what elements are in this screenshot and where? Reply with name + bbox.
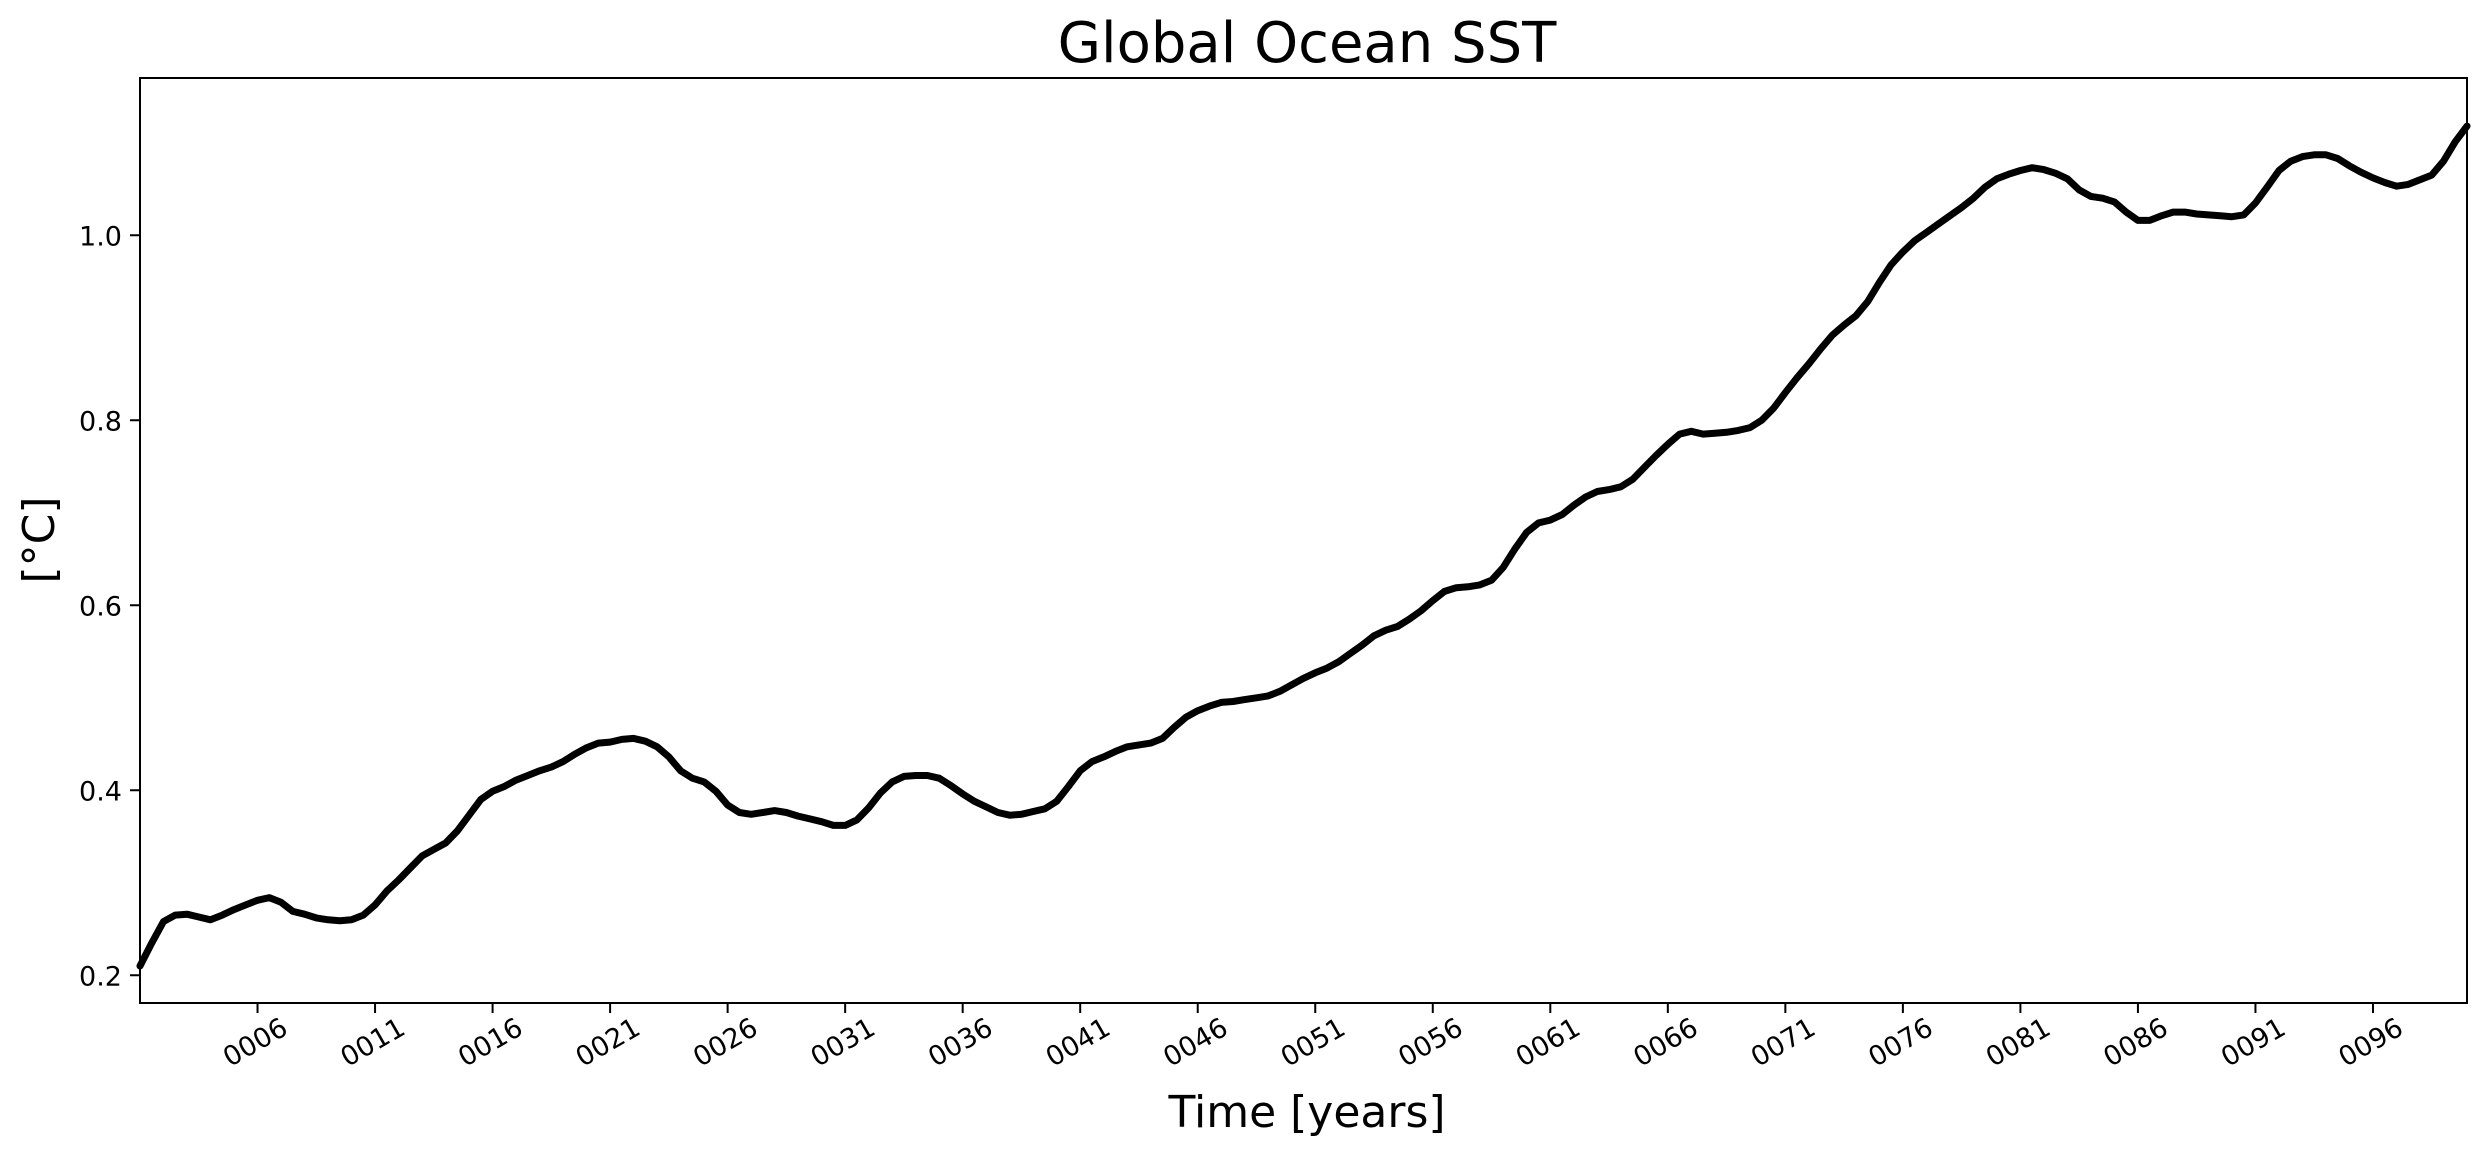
y-tick-label: 0.8 xyxy=(79,406,122,437)
axis-ticks: 0006 0011 0016 0021 0026 0031 0036 0041 0046 0051… xyxy=(79,221,2408,1073)
y-tick-label: 0.2 xyxy=(79,961,122,992)
x-tick-label: 0086 xyxy=(2098,1012,2173,1073)
x-tick-label: 0026 xyxy=(688,1012,763,1073)
x-tick-label: 0081 xyxy=(1981,1012,2056,1073)
x-tick-label: 0036 xyxy=(923,1012,998,1073)
x-tick-label: 0016 xyxy=(453,1012,528,1073)
x-tick-label: 0076 xyxy=(1863,1012,1938,1073)
x-tick-label: 0071 xyxy=(1746,1012,1821,1073)
series-line xyxy=(136,122,2471,970)
x-tick-label: 0096 xyxy=(2333,1012,2408,1073)
x-tick-label: 0021 xyxy=(571,1012,646,1073)
x-tick-label: 0046 xyxy=(1158,1012,1233,1073)
x-tick-label: 0091 xyxy=(2216,1012,2291,1073)
x-tick-label: 0066 xyxy=(1628,1012,1703,1073)
x-tick-label: 0031 xyxy=(806,1012,881,1073)
plot-area-frame xyxy=(139,77,2468,1004)
x-tick-label: 0006 xyxy=(218,1012,293,1073)
x-tick-label: 0041 xyxy=(1041,1012,1116,1073)
x-tick-label: 0051 xyxy=(1276,1012,1351,1073)
x-tick-label: 0056 xyxy=(1393,1012,1468,1073)
x-axis-label: Time [years] xyxy=(1167,1087,1445,1138)
y-axis-label: [°C] xyxy=(14,496,65,583)
chart-title: Global Ocean SST xyxy=(1058,11,1557,76)
y-tick-label: 0.6 xyxy=(79,591,122,622)
y-tick-label: 1.0 xyxy=(79,221,122,252)
x-tick-label: 0061 xyxy=(1511,1012,1586,1073)
x-tick-label: 0011 xyxy=(336,1012,411,1073)
y-tick-label: 0.4 xyxy=(79,776,122,807)
